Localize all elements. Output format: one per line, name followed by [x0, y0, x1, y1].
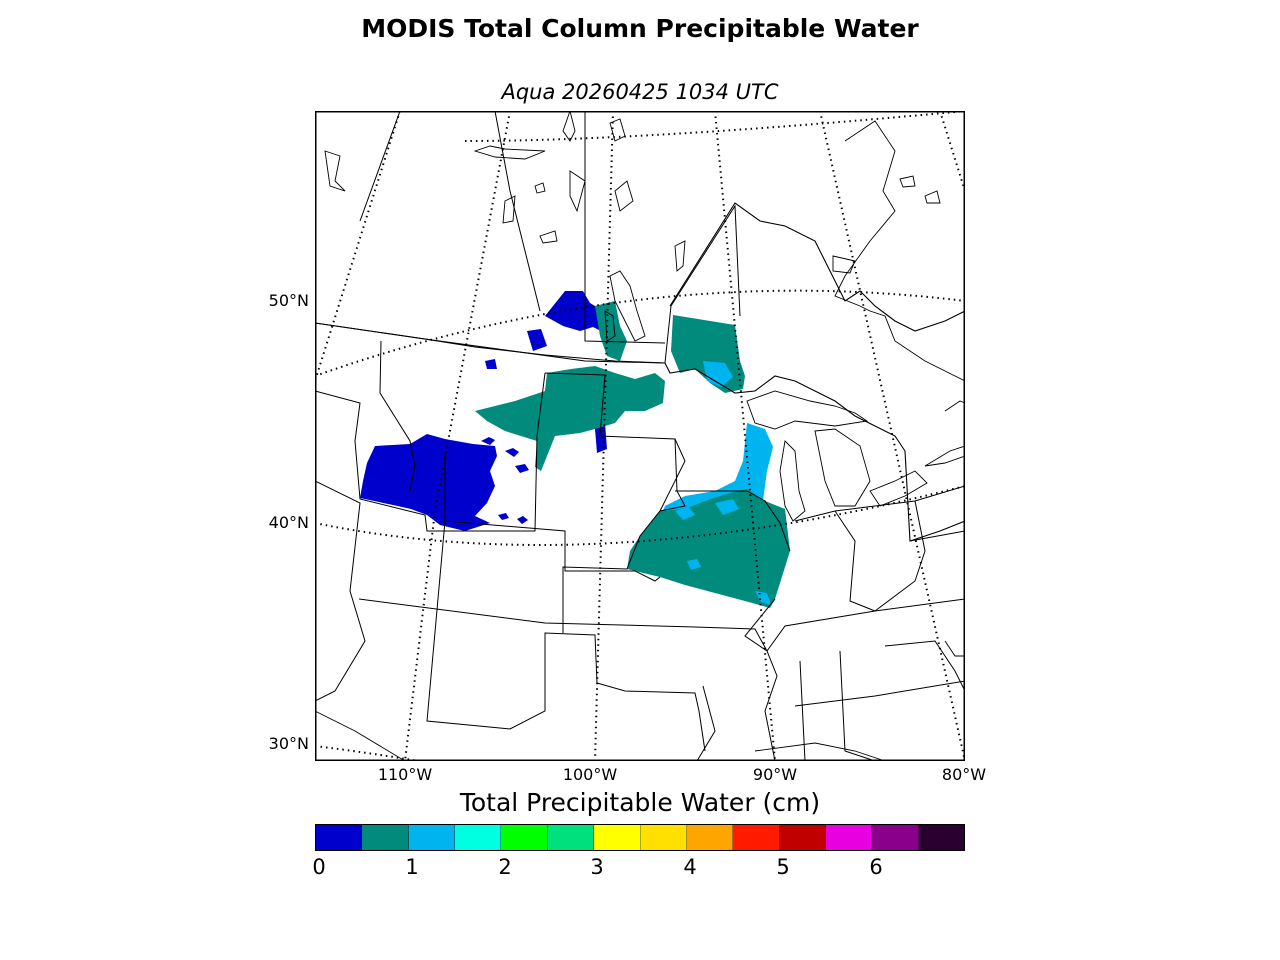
- pw-teal-region-midwest: [627, 489, 790, 608]
- lat-label-30n: 30°N: [268, 734, 309, 753]
- colorbar-segment-4: [501, 825, 548, 850]
- country-borders: [315, 202, 965, 542]
- lon-label-100w: 100°W: [562, 765, 618, 784]
- lat-lon-graticule: [315, 111, 965, 761]
- figure-title: MODIS Total Column Precipitable Water: [361, 14, 919, 43]
- colorbar-segment-12: [872, 825, 919, 850]
- figure-subtitle: Aqua 20260425 1034 UTC: [501, 80, 779, 104]
- colorbar-segment-1: [362, 825, 409, 850]
- pw-teal-region-north: [475, 366, 665, 471]
- colorbar-segment-11: [825, 825, 873, 850]
- lon-label-80w: 80°W: [941, 765, 987, 784]
- pw-teal-region-manitoba: [595, 301, 627, 361]
- pw-blue-region-north: [545, 291, 610, 333]
- colorbar-tick-2: 2: [498, 855, 512, 879]
- lon-label-90w: 90°W: [752, 765, 798, 784]
- colorbar-segment-7: [640, 825, 687, 850]
- precipitable-water-field: [360, 291, 790, 608]
- colorbar-segment-5: [547, 825, 595, 850]
- colorbar-label: Total Precipitable Water (cm): [459, 788, 821, 817]
- lon-label-110w: 110°W: [377, 765, 433, 784]
- colorbar-segment-2: [408, 825, 456, 850]
- colorbar-segment-10: [779, 825, 826, 850]
- colorbar-tick-4: 4: [683, 855, 697, 879]
- coastlines: [315, 111, 965, 761]
- colorbar-tick-3: 3: [590, 855, 604, 879]
- lat-label-40n: 40°N: [268, 513, 309, 532]
- pw-lightblue-ontario: [703, 361, 733, 387]
- colorbar-segment-8: [686, 825, 734, 850]
- lat-label-50n: 50°N: [268, 291, 309, 310]
- map-border: [315, 111, 965, 761]
- colorbar-segment-6: [594, 825, 641, 850]
- colorbar-segment-3: [455, 825, 502, 850]
- colorbar-tick-0: 0: [312, 855, 326, 879]
- colorbar-segment-9: [733, 825, 780, 850]
- colorbar-tick-1: 1: [405, 855, 419, 879]
- colorbar-tick-6: 6: [869, 855, 883, 879]
- pw-lightblue-speckles-midwest: [675, 499, 771, 605]
- state-province-borders: [315, 111, 965, 761]
- colorbar-tick-5: 5: [776, 855, 790, 879]
- colorbar-segment-0: [316, 825, 363, 850]
- colorbar-segment-13: [918, 825, 965, 850]
- map-panel: [315, 111, 965, 761]
- colorbar: [315, 824, 965, 851]
- pw-blue-region-west: [360, 434, 497, 531]
